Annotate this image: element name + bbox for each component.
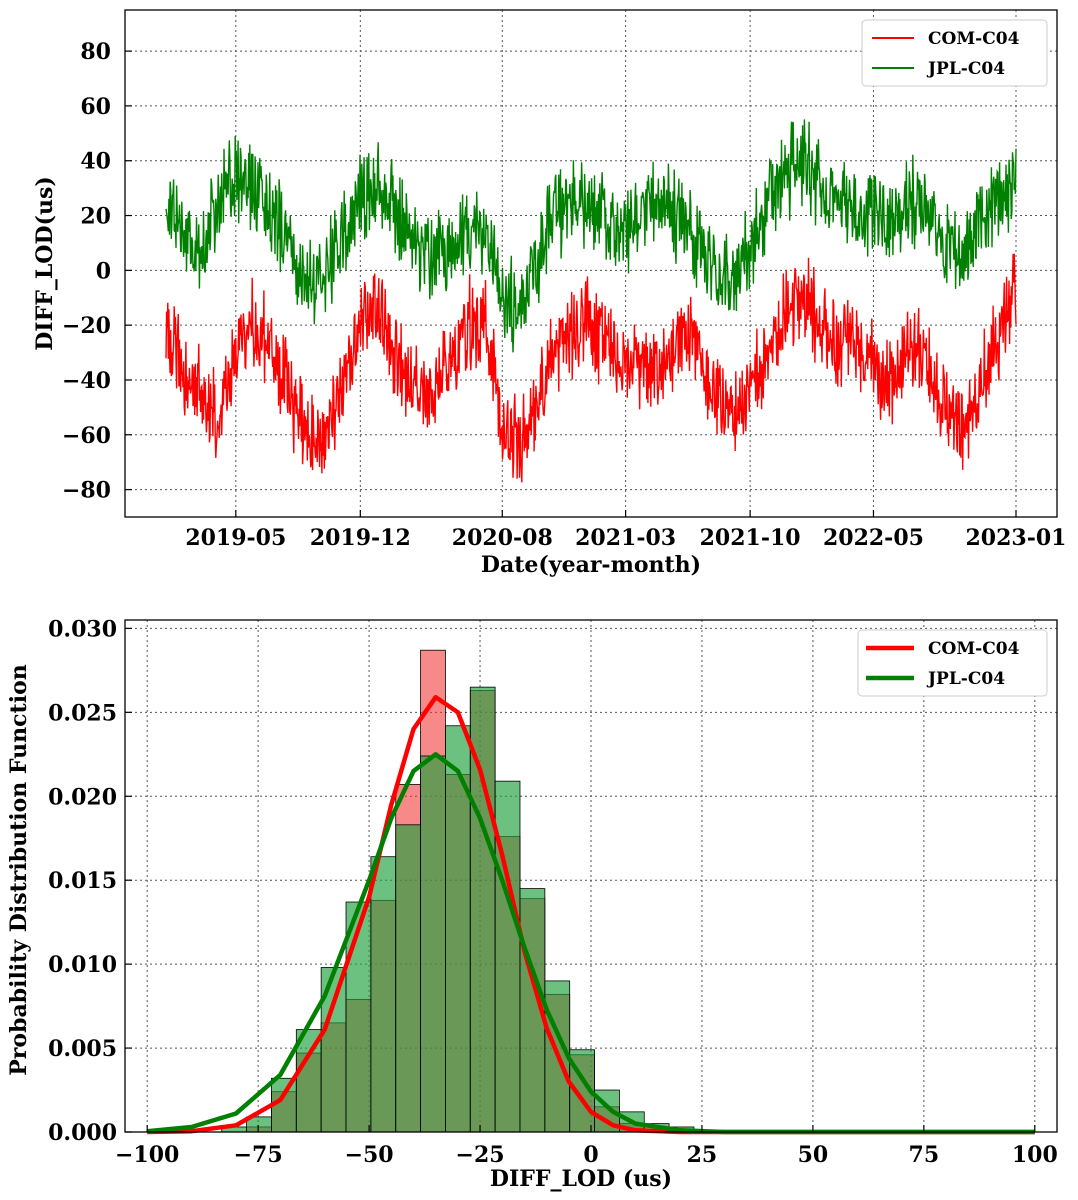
x-tick-label: 50 [798, 1142, 829, 1168]
series-line-jpl-c04 [165, 119, 1017, 353]
series-line-com-c04 [165, 253, 1017, 483]
x-tick-label: −100 [115, 1142, 179, 1168]
x-tick-label: 2019-05 [185, 525, 286, 551]
y-axis-label: Probability Distribution Function [6, 664, 32, 1075]
y-tick-label: 20 [80, 204, 111, 230]
x-tick-label: −50 [345, 1142, 394, 1168]
x-tick-label: 2021-10 [700, 525, 801, 551]
y-axis-label: DIFF_LOD(us) [32, 176, 58, 351]
x-tick-label: 25 [687, 1142, 718, 1168]
y-tick-label: 0.030 [48, 616, 117, 642]
y-tick-label: 40 [80, 149, 111, 175]
y-tick-label: 0.005 [48, 1036, 117, 1062]
plot-frame [124, 9, 1058, 518]
x-tick-label: 75 [909, 1142, 940, 1168]
y-tick-label: 0.000 [48, 1120, 117, 1146]
legend-label: JPL-C04 [926, 59, 1005, 79]
legend: COM-C04 JPL-C04 [857, 629, 1048, 697]
histogram-bar [420, 755, 446, 1133]
y-tick-label: −60 [62, 423, 111, 449]
x-tick-label: 2020-08 [452, 525, 553, 551]
legend: COM-C04 JPL-C04 [861, 19, 1048, 87]
histogram-bar [370, 856, 397, 1133]
x-axis-label: Date(year-month) [481, 552, 701, 578]
y-tick-label: 0.015 [48, 868, 117, 894]
y-tick-label: 0.025 [48, 700, 117, 726]
x-tick-label: 0 [583, 1142, 598, 1168]
histogram-bar [345, 901, 372, 1133]
legend-label: COM-C04 [928, 639, 1020, 659]
legend-box [861, 19, 1048, 87]
x-tick-label: 2021-03 [575, 525, 676, 551]
y-tick-label: 0.020 [48, 784, 117, 810]
x-tick-label: 100 [1012, 1142, 1058, 1168]
y-tick-label: −20 [62, 313, 111, 339]
histogram-bar [395, 824, 421, 1133]
x-axis-label: DIFF_LOD (us) [490, 1166, 672, 1192]
y-tick-label: 80 [80, 39, 111, 65]
histogram-bar [469, 686, 496, 1133]
time-series-chart: 2019-05 2019-12 2020-08 2021-03 2021-10 2022-… [32, 9, 1067, 578]
y-tick-label: −40 [62, 368, 111, 394]
x-tick-label: 2022-05 [823, 525, 924, 551]
legend-label: JPL-C04 [926, 669, 1005, 689]
x-tick-label: 2023-01 [966, 525, 1067, 551]
x-tick-label: 2019-12 [310, 525, 411, 551]
y-tick-label: 0.010 [48, 952, 117, 978]
histogram-bar [295, 1029, 322, 1133]
x-tick-label: −25 [456, 1142, 505, 1168]
y-tick-label: −80 [62, 478, 111, 504]
y-tick-label: 0 [96, 258, 111, 284]
histogram-bars-jpl-c04 [221, 686, 720, 1133]
histogram-chart: −100 −75 −50 −25 0 25 50 75 100 0.000 0.005 0.010 0.… [6, 616, 1058, 1192]
legend-label: COM-C04 [928, 29, 1020, 49]
y-tick-label: 60 [80, 94, 111, 120]
x-tick-label: −75 [234, 1142, 283, 1168]
